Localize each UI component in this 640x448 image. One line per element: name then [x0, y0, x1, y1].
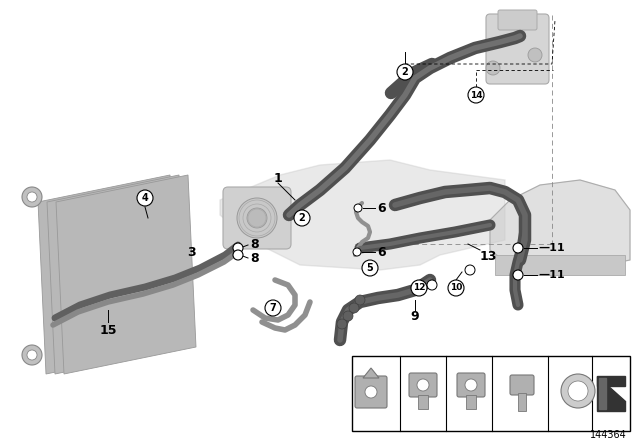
Circle shape	[354, 204, 362, 212]
Text: 2: 2	[299, 213, 305, 223]
Polygon shape	[56, 175, 196, 374]
Circle shape	[353, 248, 361, 256]
FancyBboxPatch shape	[409, 373, 437, 397]
Circle shape	[427, 280, 437, 290]
Circle shape	[568, 381, 588, 401]
Circle shape	[397, 64, 413, 80]
Circle shape	[237, 198, 277, 238]
Text: 12: 12	[413, 284, 425, 293]
Circle shape	[528, 48, 542, 62]
Circle shape	[411, 280, 427, 296]
Polygon shape	[363, 368, 379, 378]
Text: 2: 2	[402, 67, 408, 77]
Circle shape	[294, 210, 310, 226]
Circle shape	[337, 319, 347, 329]
Text: 14: 14	[470, 90, 483, 99]
Circle shape	[465, 379, 477, 391]
FancyBboxPatch shape	[510, 375, 534, 395]
Bar	[466, 395, 476, 409]
Text: 144364: 144364	[590, 430, 627, 440]
Circle shape	[22, 345, 42, 365]
Text: 8: 8	[251, 251, 259, 264]
Bar	[352, 356, 630, 431]
Circle shape	[513, 243, 523, 253]
FancyBboxPatch shape	[498, 10, 537, 30]
Circle shape	[465, 265, 475, 275]
Text: 3: 3	[188, 246, 196, 258]
Text: 12: 12	[359, 363, 373, 373]
Text: 1: 1	[274, 172, 282, 185]
Text: 10: 10	[450, 284, 462, 293]
Circle shape	[137, 190, 153, 206]
Circle shape	[513, 270, 523, 280]
Polygon shape	[47, 175, 187, 374]
Text: 8: 8	[251, 238, 259, 251]
Polygon shape	[490, 180, 630, 270]
Circle shape	[365, 386, 377, 398]
Text: 15: 15	[99, 323, 116, 336]
Bar	[495, 255, 625, 275]
Text: 14: 14	[548, 373, 563, 383]
Text: 6: 6	[378, 246, 387, 258]
FancyBboxPatch shape	[355, 376, 387, 408]
Circle shape	[468, 87, 484, 103]
Polygon shape	[38, 175, 178, 374]
Circle shape	[362, 260, 378, 276]
Text: 4: 4	[141, 193, 148, 203]
Circle shape	[355, 295, 365, 305]
Polygon shape	[220, 160, 505, 270]
Text: 10: 10	[406, 363, 420, 373]
Circle shape	[561, 374, 595, 408]
Circle shape	[27, 350, 37, 360]
Text: 13: 13	[479, 250, 497, 263]
Circle shape	[233, 250, 243, 260]
Circle shape	[233, 243, 243, 253]
FancyBboxPatch shape	[457, 373, 485, 397]
Text: 4: 4	[506, 363, 514, 373]
Text: 7: 7	[269, 303, 276, 313]
Circle shape	[27, 192, 37, 202]
Text: 7: 7	[453, 373, 461, 383]
Bar	[418, 395, 428, 409]
Circle shape	[247, 208, 267, 228]
Text: —11: —11	[538, 243, 564, 253]
Circle shape	[417, 379, 429, 391]
Circle shape	[22, 187, 42, 207]
Polygon shape	[599, 378, 606, 409]
Circle shape	[343, 311, 353, 321]
Text: 9: 9	[411, 310, 419, 323]
Circle shape	[265, 300, 281, 316]
FancyBboxPatch shape	[486, 14, 549, 84]
Text: 2: 2	[552, 361, 559, 371]
Polygon shape	[597, 376, 625, 386]
Bar	[518, 393, 526, 411]
Text: 6: 6	[378, 202, 387, 215]
Text: —11: —11	[538, 270, 564, 280]
Circle shape	[349, 303, 359, 313]
Circle shape	[448, 280, 464, 296]
Text: 5: 5	[367, 263, 373, 273]
Text: 5: 5	[453, 361, 461, 371]
Circle shape	[486, 61, 500, 75]
Polygon shape	[597, 376, 625, 411]
FancyBboxPatch shape	[223, 187, 291, 249]
